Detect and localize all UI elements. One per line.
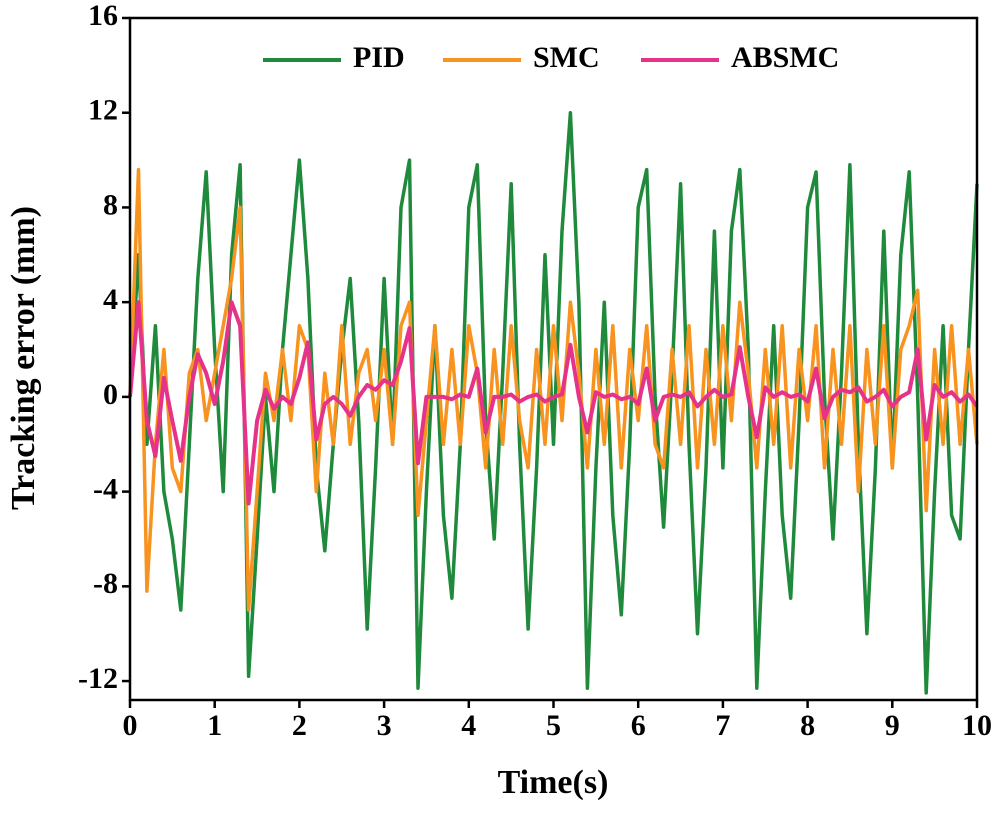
- legend-label: ABSMC: [731, 41, 839, 74]
- x-tick-label: 0: [123, 709, 138, 742]
- x-tick-label: 9: [885, 709, 900, 742]
- x-tick-label: 4: [461, 709, 476, 742]
- legend-label: SMC: [533, 41, 600, 74]
- y-tick-label: 8: [103, 188, 118, 221]
- series-line: [128, 110, 979, 695]
- y-tick-label: 12: [88, 94, 118, 127]
- x-axis-title: Time(s): [498, 764, 609, 801]
- x-tick-label: 3: [377, 709, 392, 742]
- x-tick-label: 8: [800, 709, 815, 742]
- y-tick-label: 16: [88, 0, 118, 32]
- x-tick-label: 7: [715, 709, 730, 742]
- x-tick-label: 6: [631, 709, 646, 742]
- series-line: [128, 300, 979, 506]
- x-tick-label: 10: [962, 709, 992, 742]
- y-axis-title: Tracking error (mm): [5, 206, 42, 510]
- x-tick-label: 1: [207, 709, 222, 742]
- y-tick-label: -8: [93, 567, 118, 600]
- y-tick-label: -4: [93, 473, 118, 506]
- legend-label: PID: [353, 41, 405, 74]
- y-tick-label: -12: [78, 662, 118, 695]
- x-tick-label: 5: [546, 709, 561, 742]
- x-tick-label: 2: [292, 709, 307, 742]
- y-tick-label: 0: [103, 378, 118, 411]
- y-tick-label: 4: [103, 283, 118, 316]
